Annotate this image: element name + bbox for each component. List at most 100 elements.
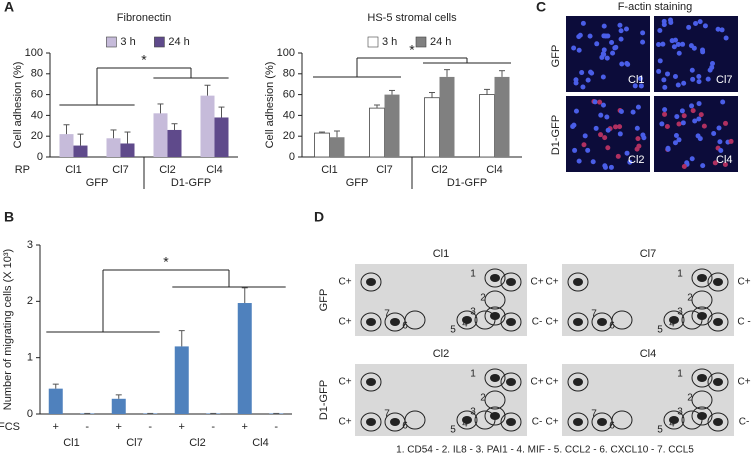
- cell: [661, 77, 667, 83]
- cell: [604, 114, 610, 120]
- x-tick-label: +: [53, 421, 59, 433]
- spot-ring: [360, 412, 382, 432]
- spot-ring: [456, 310, 478, 330]
- row-label: GFP: [318, 289, 330, 312]
- y-tick-label: 20: [31, 130, 43, 142]
- y-tick-label: 100: [277, 47, 295, 59]
- spot-label: 4: [462, 419, 468, 430]
- panel-letter: D: [314, 209, 324, 225]
- error-bar: [204, 84, 211, 96]
- cell: [634, 125, 640, 131]
- cell: [600, 51, 606, 57]
- spot: [490, 274, 500, 282]
- spot-label: 1: [677, 269, 683, 280]
- cell: [684, 160, 690, 166]
- spot-ring: [663, 410, 685, 430]
- panel-letter: C: [536, 0, 546, 15]
- cell: [624, 150, 630, 156]
- cell: [665, 71, 671, 77]
- cell: [696, 101, 702, 107]
- cell: [701, 123, 707, 129]
- cell: [662, 111, 668, 117]
- legend-swatch: [367, 36, 379, 48]
- cell: [675, 41, 681, 47]
- chart-title: Fibronectin: [117, 12, 171, 24]
- cell: [635, 136, 641, 142]
- row-label: D1-GFP: [550, 115, 562, 155]
- spot: [490, 374, 500, 382]
- cell: [576, 158, 582, 164]
- spot: [597, 318, 607, 326]
- panel-letter: B: [4, 209, 14, 225]
- spot: [697, 374, 707, 382]
- x-tick-label: Cl7: [376, 164, 393, 176]
- cell: [723, 120, 729, 126]
- annotation: *: [163, 254, 169, 270]
- spot-ring: [360, 372, 382, 392]
- y-tick-label: 80: [283, 68, 295, 80]
- spot: [573, 318, 583, 326]
- spot-label: 7: [384, 309, 390, 320]
- cell: [570, 123, 576, 129]
- spot: [506, 418, 516, 426]
- error-bar: [115, 394, 122, 399]
- cell: [587, 33, 593, 39]
- spot-ring: [500, 412, 522, 432]
- spot-ring: [707, 272, 729, 292]
- bar: [237, 303, 252, 414]
- cell: [617, 131, 623, 137]
- cell: [680, 41, 686, 47]
- cell: [681, 80, 687, 86]
- cell: [635, 104, 641, 110]
- cell: [692, 118, 698, 124]
- spot-label: C+: [530, 277, 543, 288]
- group-label: GFP: [346, 177, 369, 189]
- cell: [638, 83, 644, 89]
- y-tick-label: 80: [31, 68, 43, 80]
- cell: [711, 130, 717, 136]
- cell: [668, 17, 674, 23]
- cell: [572, 147, 578, 153]
- cell: [593, 125, 599, 131]
- array-legend: 1. CD54 - 2. IL8 - 3. PAI1 - 4. MIF - 5.…: [396, 445, 694, 456]
- error-bar: [63, 124, 70, 135]
- cell: [579, 70, 585, 76]
- spot-label: C+: [737, 277, 750, 288]
- spot-ring: [384, 312, 406, 332]
- bar: [174, 346, 189, 414]
- y-axis-label: Cell adhesion (%): [12, 62, 24, 149]
- legend-swatch: [415, 36, 427, 48]
- spot-label: 5: [450, 325, 456, 336]
- cell: [660, 41, 666, 47]
- cell: [656, 68, 662, 74]
- legend-label: 24 h: [430, 36, 451, 48]
- spot-label: 5: [657, 425, 663, 436]
- spot-label: 3: [470, 307, 476, 318]
- cell: [573, 108, 579, 114]
- bar: [153, 113, 168, 157]
- y-tick-label: 1: [27, 352, 33, 364]
- spot-label: C+: [545, 377, 558, 388]
- spot-label: C+: [737, 377, 750, 388]
- cell: [618, 36, 624, 42]
- spot-ring: [691, 268, 713, 288]
- cell: [637, 76, 643, 82]
- cell: [582, 133, 588, 139]
- x-tick-label: Cl1: [321, 164, 338, 176]
- row-label: GFP: [550, 45, 562, 68]
- cell: [679, 108, 685, 114]
- image-label: Cl4: [716, 154, 733, 166]
- cell: [659, 121, 665, 127]
- staining-image: [654, 96, 738, 172]
- cell: [613, 44, 619, 50]
- error-bar: [52, 383, 59, 389]
- cell: [688, 43, 694, 49]
- cell: [700, 163, 706, 169]
- cell: [603, 33, 609, 39]
- cell: [605, 145, 611, 151]
- spot-ring: [707, 412, 729, 432]
- error-bar: [178, 330, 185, 347]
- cell: [671, 44, 677, 50]
- cell: [588, 69, 594, 75]
- spot-label: 1: [470, 269, 476, 280]
